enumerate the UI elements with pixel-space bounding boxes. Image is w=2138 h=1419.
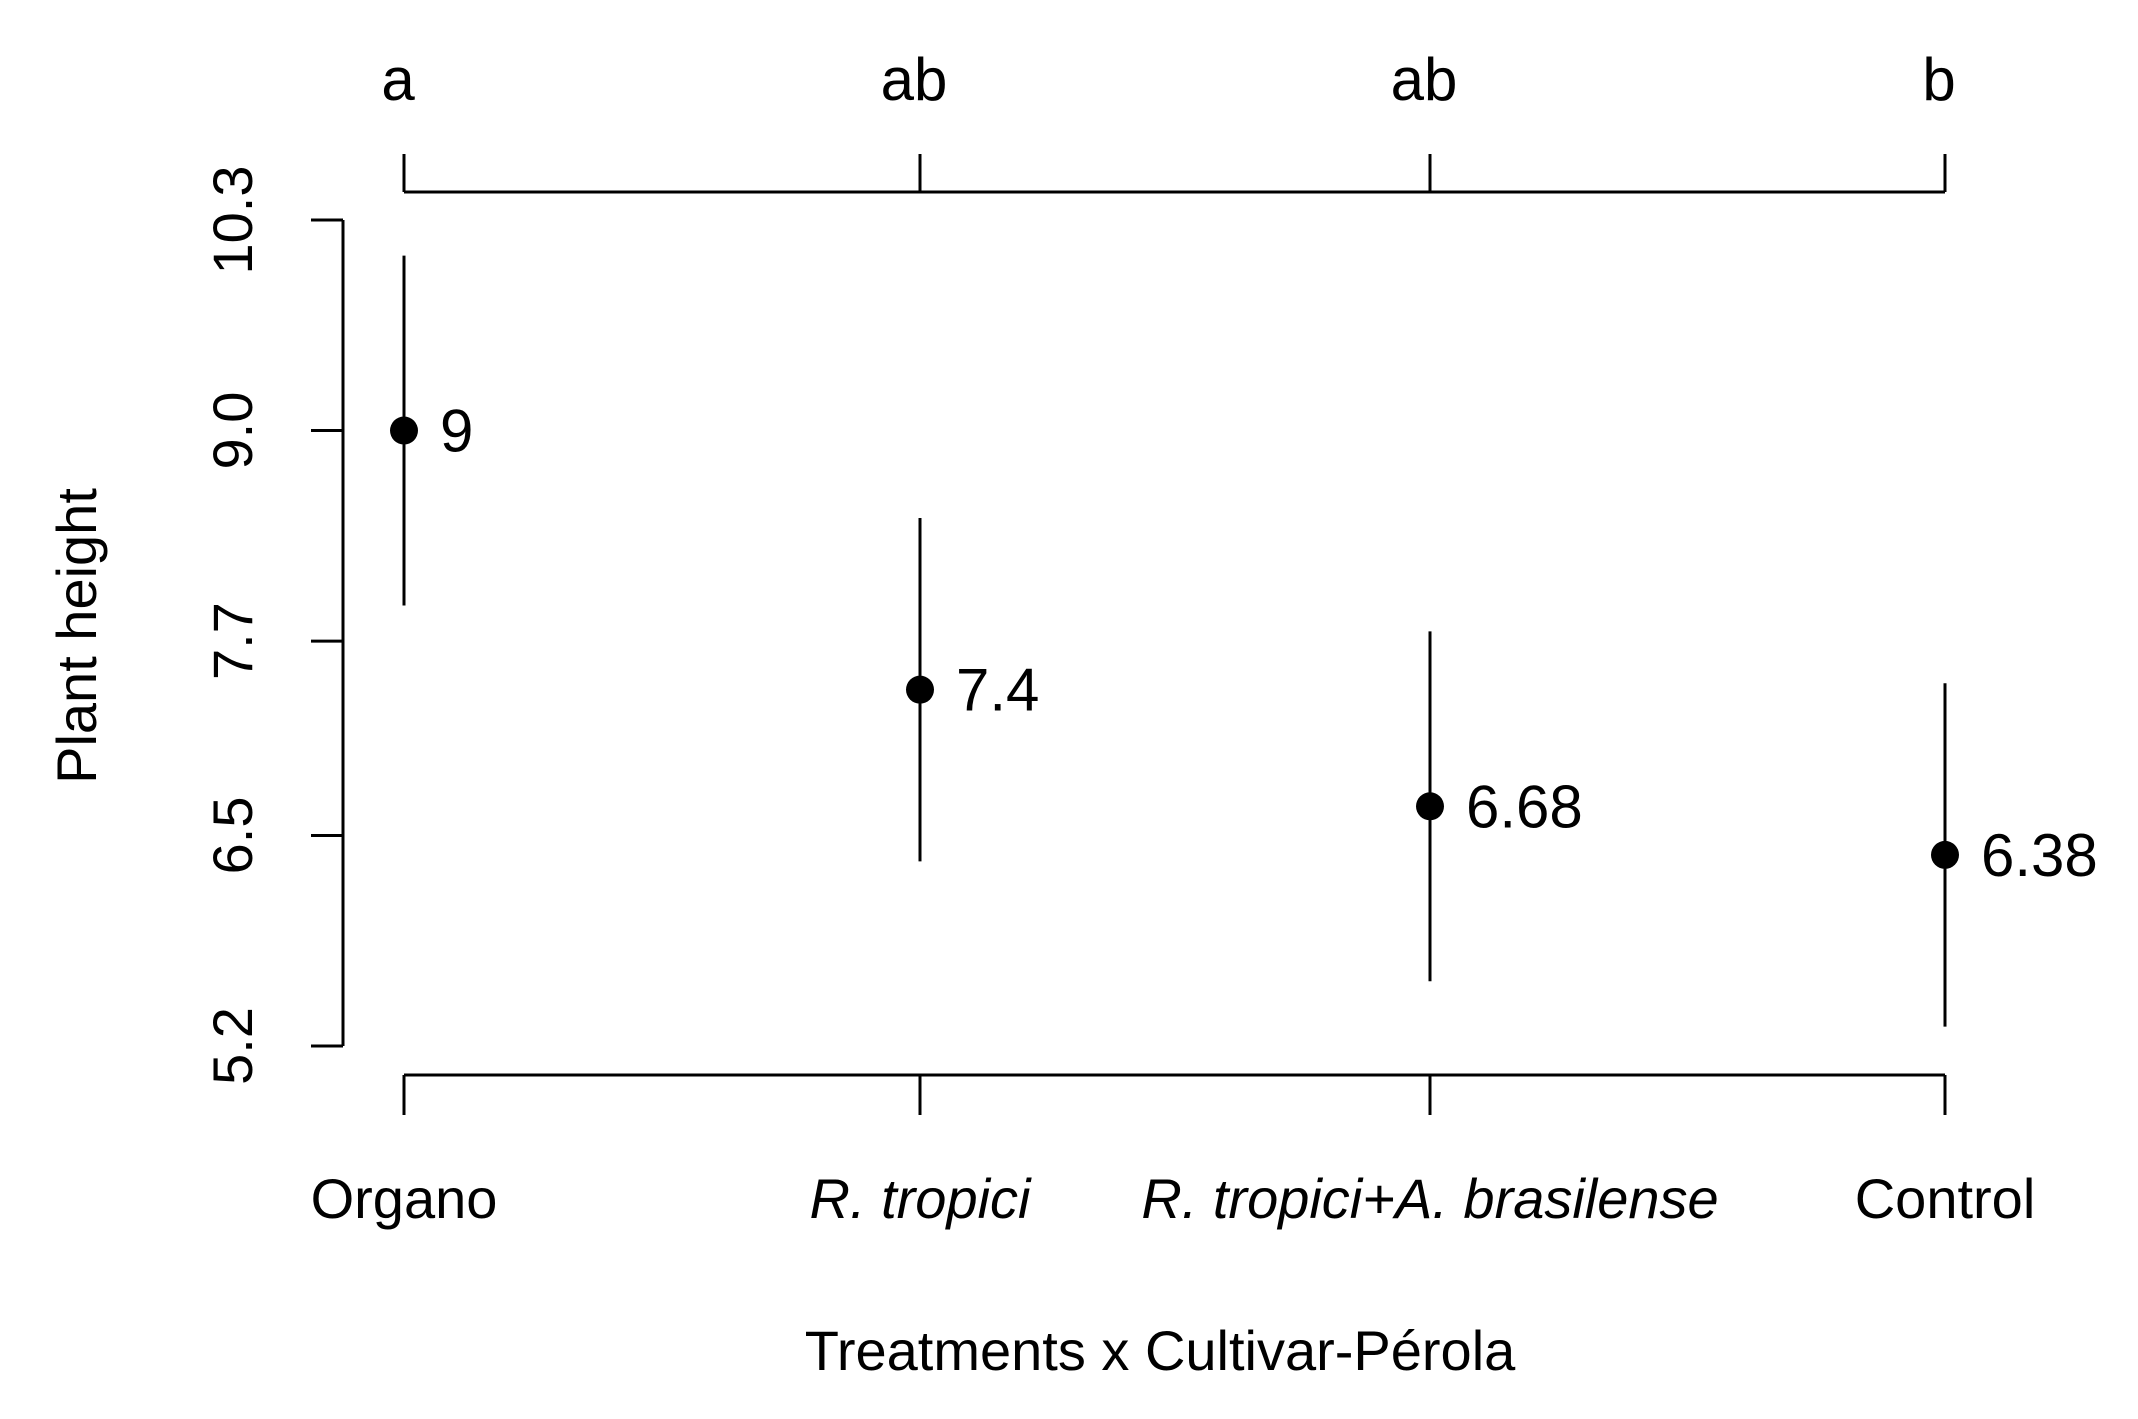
x-tick-label: Organo xyxy=(311,1167,498,1230)
significance-letter: b xyxy=(1922,46,1955,113)
data-marks: 9 7.4 6.68 6.38 xyxy=(390,255,2098,1027)
data-point xyxy=(1931,840,1959,869)
x-axis: Organo R. tropici R. tropici+A. brasilense… xyxy=(311,1073,2036,1230)
y-axis: 5.2 6.5 7.7 9.0 10.3 xyxy=(201,166,345,1085)
y-tick-label: 6.5 xyxy=(201,797,264,875)
data-label: 6.68 xyxy=(1466,773,1583,840)
x-tick-label: Control xyxy=(1855,1167,2036,1230)
y-axis-title: Plant height xyxy=(45,488,108,784)
y-tick-label: 7.7 xyxy=(201,602,264,680)
data-label: 7.4 xyxy=(956,657,1039,724)
x-tick-label: R. tropici+A. brasilense xyxy=(1141,1167,1718,1230)
data-point xyxy=(1416,792,1444,821)
significance-letter: ab xyxy=(881,46,948,113)
y-tick-label: 10.3 xyxy=(201,166,264,275)
significance-letter: a xyxy=(381,46,415,113)
x-axis-title: Treatments x Cultivar-Pérola xyxy=(805,1319,1516,1382)
data-point xyxy=(906,675,934,704)
data-label: 9 xyxy=(440,398,473,465)
y-tick-label: 5.2 xyxy=(201,1007,264,1085)
significance-letter: ab xyxy=(1391,46,1458,113)
x-tick-label: R. tropici xyxy=(810,1167,1032,1230)
data-point xyxy=(390,416,418,445)
top-letter-axis: a ab ab b xyxy=(381,46,1956,194)
data-label: 6.38 xyxy=(1981,822,2098,889)
y-tick-label: 9.0 xyxy=(201,392,264,470)
